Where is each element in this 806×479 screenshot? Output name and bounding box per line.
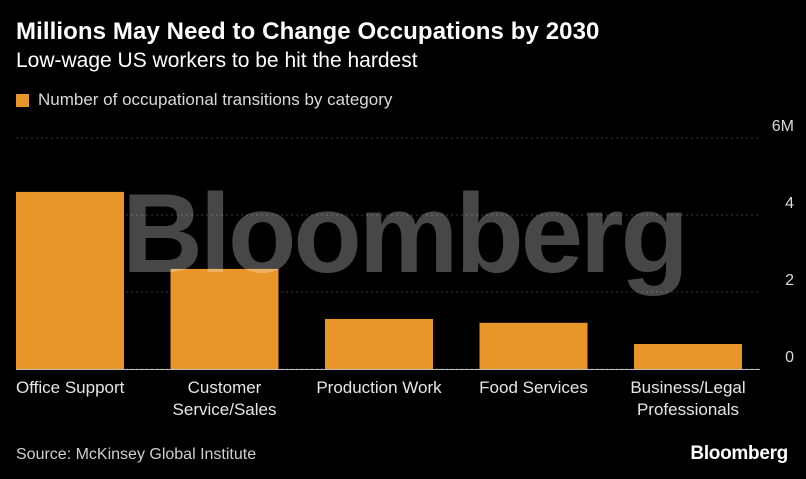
legend-swatch xyxy=(16,93,29,107)
x-tick-label-line: Production Work xyxy=(316,378,442,397)
chart-subtitle: Low-wage US workers to be hit the hardes… xyxy=(16,49,418,72)
bar xyxy=(325,318,433,369)
chart-title: Millions May Need to Change Occupations … xyxy=(16,18,600,45)
x-tick-label-line: Professionals xyxy=(637,400,739,419)
y-tick-label: 6M xyxy=(772,118,794,135)
legend: Number of occupational transitions by ca… xyxy=(16,90,392,110)
y-tick-label: 0 xyxy=(785,349,794,366)
y-tick-label: 2 xyxy=(785,272,794,289)
x-tick-label: Office Support xyxy=(16,378,125,397)
x-tick-label-line: Service/Sales xyxy=(173,400,277,419)
legend-label: Number of occupational transitions by ca… xyxy=(38,90,393,109)
x-tick-label: Customer Service/Sales xyxy=(173,378,277,419)
x-tick-label-line: Office Support xyxy=(16,378,125,397)
x-tick-label: Business/Legal Professionals xyxy=(630,378,745,419)
bar xyxy=(170,268,279,369)
x-tick-label-line: Business/Legal xyxy=(630,378,745,397)
bloomberg-watermark: Bloomberg xyxy=(122,171,686,296)
source-note: Source: McKinsey Global Institute xyxy=(16,446,257,463)
y-tick-label: 4 xyxy=(785,195,794,212)
bloomberg-logo: Bloomberg xyxy=(690,443,788,464)
bar xyxy=(16,191,124,369)
x-tick-label-line: Customer xyxy=(188,378,262,397)
x-tick-label: Production Work xyxy=(316,378,442,397)
x-tick-label: Food Services xyxy=(479,378,588,397)
bar xyxy=(479,322,588,369)
bar xyxy=(634,343,742,369)
x-tick-label-line: Food Services xyxy=(479,378,588,397)
